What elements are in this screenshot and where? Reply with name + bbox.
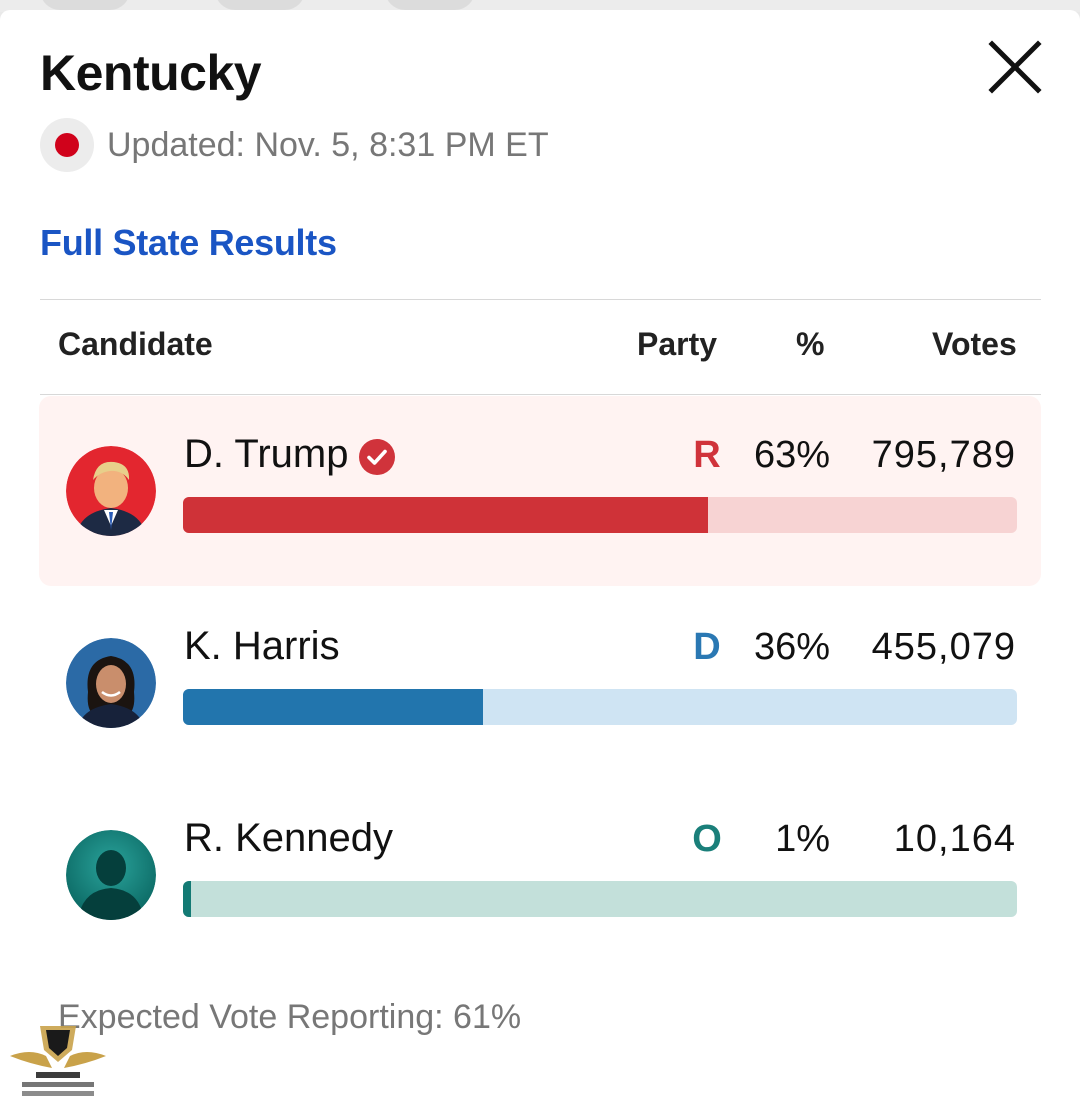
state-title: Kentucky <box>40 45 262 101</box>
candidate-placeholder-icon <box>66 830 156 920</box>
tab-bump <box>40 0 130 10</box>
update-status: Updated: Nov. 5, 8:31 PM ET <box>40 118 549 172</box>
updated-timestamp: Updated: Nov. 5, 8:31 PM ET <box>107 125 549 164</box>
candidate-name: K. Harris <box>184 624 340 668</box>
vote-count: 10,164 <box>893 818 1016 860</box>
vote-percent: 1% <box>775 818 830 860</box>
party-label: O <box>692 818 722 860</box>
candidate-name: R. Kennedy <box>184 816 394 860</box>
vote-count: 795,789 <box>871 434 1016 476</box>
tab-bump <box>215 0 305 10</box>
expected-vote-reporting: Expected Vote Reporting: 61% <box>58 998 522 1036</box>
close-button[interactable] <box>984 36 1046 98</box>
candidate-name: D. Trump <box>184 432 349 476</box>
top-strip <box>0 0 1080 12</box>
close-icon <box>988 40 1042 94</box>
party-label: D <box>693 626 721 668</box>
header-percent: % <box>796 326 825 362</box>
candidate-row[interactable]: D. Trump R 63% 795,789 <box>39 396 1041 586</box>
full-state-results-link[interactable]: Full State Results <box>40 222 337 263</box>
header-party: Party <box>637 326 718 362</box>
watermark-logo <box>10 1026 106 1096</box>
tab-bump <box>385 0 475 10</box>
candidate-row[interactable]: R. Kennedy O 1% 10,164 <box>39 780 1041 970</box>
vote-percent: 63% <box>753 434 830 476</box>
header-candidate: Candidate <box>58 326 213 362</box>
divider <box>40 394 1041 395</box>
vote-share-fill <box>183 689 483 725</box>
winner-check-icon <box>359 439 395 475</box>
vote-percent: 36% <box>753 626 830 668</box>
header-votes: Votes <box>932 326 1017 362</box>
party-label: R <box>693 434 721 476</box>
live-indicator-icon <box>40 118 94 172</box>
vote-share-fill <box>183 881 191 917</box>
candidate-photo-harris <box>66 638 156 728</box>
candidate-row[interactable]: K. Harris D 36% 455,079 <box>39 588 1041 778</box>
divider <box>40 299 1041 300</box>
vote-count: 455,079 <box>871 626 1016 668</box>
vote-share-bar <box>183 689 1017 725</box>
vote-share-bar <box>183 497 1017 533</box>
vote-share-fill <box>183 497 708 533</box>
candidate-photo-trump <box>66 446 156 536</box>
vote-share-bar <box>183 881 1017 917</box>
